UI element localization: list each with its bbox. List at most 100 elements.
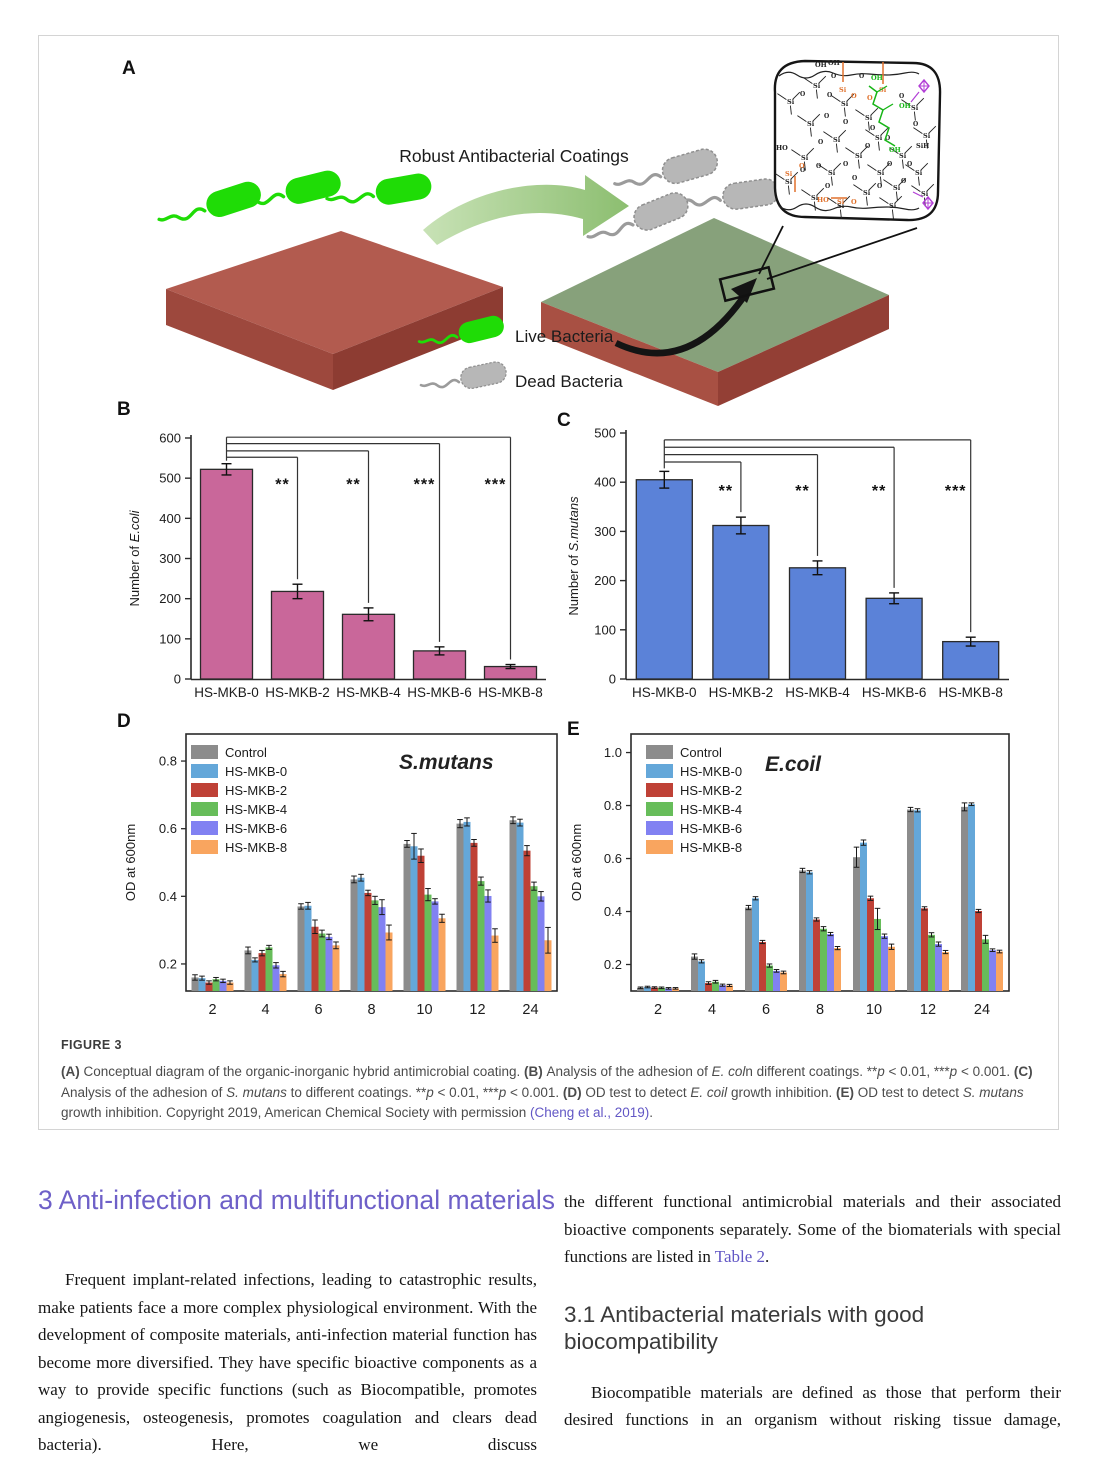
bar (270, 590, 325, 680)
bar (637, 987, 644, 991)
surface-curved-arrow (614, 290, 750, 357)
inset-glyph: O (899, 93, 904, 100)
inset-callout-line (758, 225, 784, 275)
bar (780, 972, 787, 991)
bar (332, 945, 340, 991)
text-segment: < 0.01, *** (433, 1084, 499, 1100)
category-label: HS-MKB-8 (938, 685, 1003, 700)
legend-label: HS-MKB-0 (680, 764, 742, 779)
inset-bond (860, 145, 869, 154)
bar (759, 941, 766, 991)
inset-purple-link (912, 191, 924, 198)
significance-stars: *** (485, 476, 507, 493)
inset-bond (818, 75, 827, 84)
inset-bond (867, 121, 870, 131)
bar (712, 524, 770, 680)
text-segment: E. coil (690, 1084, 728, 1100)
inset-bond (904, 145, 913, 154)
text-segment: (C) (1013, 1064, 1033, 1079)
inset-bond (790, 171, 799, 180)
citation-link[interactable]: (Cheng et al., 2019) (529, 1105, 650, 1121)
category-label: 6 (762, 1002, 770, 1018)
bar (484, 895, 492, 991)
inset-glyph: O (885, 135, 890, 142)
bar (417, 855, 425, 991)
inset-glyph: Si (863, 189, 871, 197)
inset-glyph: O (824, 113, 829, 120)
panel-b-label: B (117, 399, 131, 420)
coating-transformation-arrow (423, 175, 629, 245)
inset-bond (797, 115, 807, 122)
text-segment: p (949, 1064, 958, 1079)
bar (311, 926, 319, 991)
bar (258, 953, 266, 991)
y-tick-label: 0.6 (604, 851, 622, 866)
category-label: HS-MKB-2 (709, 685, 774, 700)
figure-caption-title: FIGURE 3 (61, 1038, 122, 1052)
category-label: 8 (816, 1002, 824, 1018)
panel-a-label: A (122, 58, 136, 79)
inset-green-branch (882, 103, 894, 111)
bar (198, 978, 206, 991)
chart-title: E.coil (765, 753, 822, 776)
inset-bond (812, 113, 821, 122)
inset-glyph: Si (893, 184, 901, 192)
inset-bond (928, 125, 937, 134)
bar (325, 936, 333, 991)
y-tick-label: 0.2 (604, 957, 622, 972)
bar (914, 810, 921, 991)
inset-glyph: O (818, 139, 823, 146)
inset-bond (813, 201, 816, 211)
text-segment: < 0.001. (957, 1064, 1014, 1079)
surface-curved-arrowhead (731, 278, 757, 303)
inset-bond (789, 105, 792, 115)
inset-bond (839, 209, 842, 219)
y-tick-label: 0.8 (159, 754, 177, 769)
bar (881, 936, 888, 991)
citation-link[interactable]: Table 2 (714, 1247, 766, 1267)
legend-label: HS-MKB-4 (680, 802, 742, 817)
category-label: 8 (367, 1002, 375, 1018)
bar (888, 946, 895, 991)
bar (516, 822, 524, 991)
chart-title: S.mutans (399, 751, 494, 774)
inset-bond (870, 107, 879, 116)
bar (921, 908, 928, 991)
right-column: the different functional antimicrobial m… (564, 1188, 1061, 1434)
category-label: HS-MKB-0 (632, 685, 697, 700)
bar (191, 977, 199, 991)
inset-glyph: Si (915, 169, 923, 177)
legend-label: HS-MKB-2 (680, 783, 742, 798)
category-label: HS-MKB-0 (194, 685, 259, 700)
inset-bond (830, 176, 833, 186)
inset-bond (867, 164, 877, 171)
inset-bond (865, 129, 875, 136)
inset-glyph: Si (899, 152, 907, 160)
category-label: 4 (708, 1002, 716, 1018)
bar (509, 820, 517, 991)
bar (860, 842, 867, 991)
right-paragraph-2: Biocompatible materials are defined as t… (564, 1382, 1061, 1430)
inset-bond (853, 184, 863, 191)
bar (820, 928, 827, 991)
chart-smutans-adhesion: 0 100 200 300 400 500 HS-MKB-0 HS-MKB-2 HS-MKB-4… (566, 426, 1009, 700)
inset-bond (791, 149, 801, 156)
inset-glyph: Si (837, 198, 845, 206)
inset-bond (901, 159, 904, 169)
inset-bond (803, 161, 806, 171)
text-segment: OD test to detect (585, 1084, 691, 1100)
bar (867, 898, 874, 991)
chart-ecoli-od: 0.20.40.60.81.02 4 6 8 10 12 24ControlHS-MKB-0… (569, 733, 1010, 1018)
text-segment: < 0.01, *** (884, 1064, 950, 1079)
inset-bond (898, 177, 907, 186)
bar (431, 901, 439, 991)
inset-glyph: OH (899, 102, 911, 110)
chart-ecoli-adhesion: 0 100 200 300 400 500 600 HS-MKB-0 HS-MKB-2 HS-MK… (127, 431, 546, 700)
bar (463, 821, 471, 991)
category-label: HS-MKB-4 (336, 685, 401, 700)
bar (272, 965, 280, 991)
inset-bond (823, 131, 833, 138)
inset-bond (879, 176, 882, 186)
bar (424, 894, 432, 991)
